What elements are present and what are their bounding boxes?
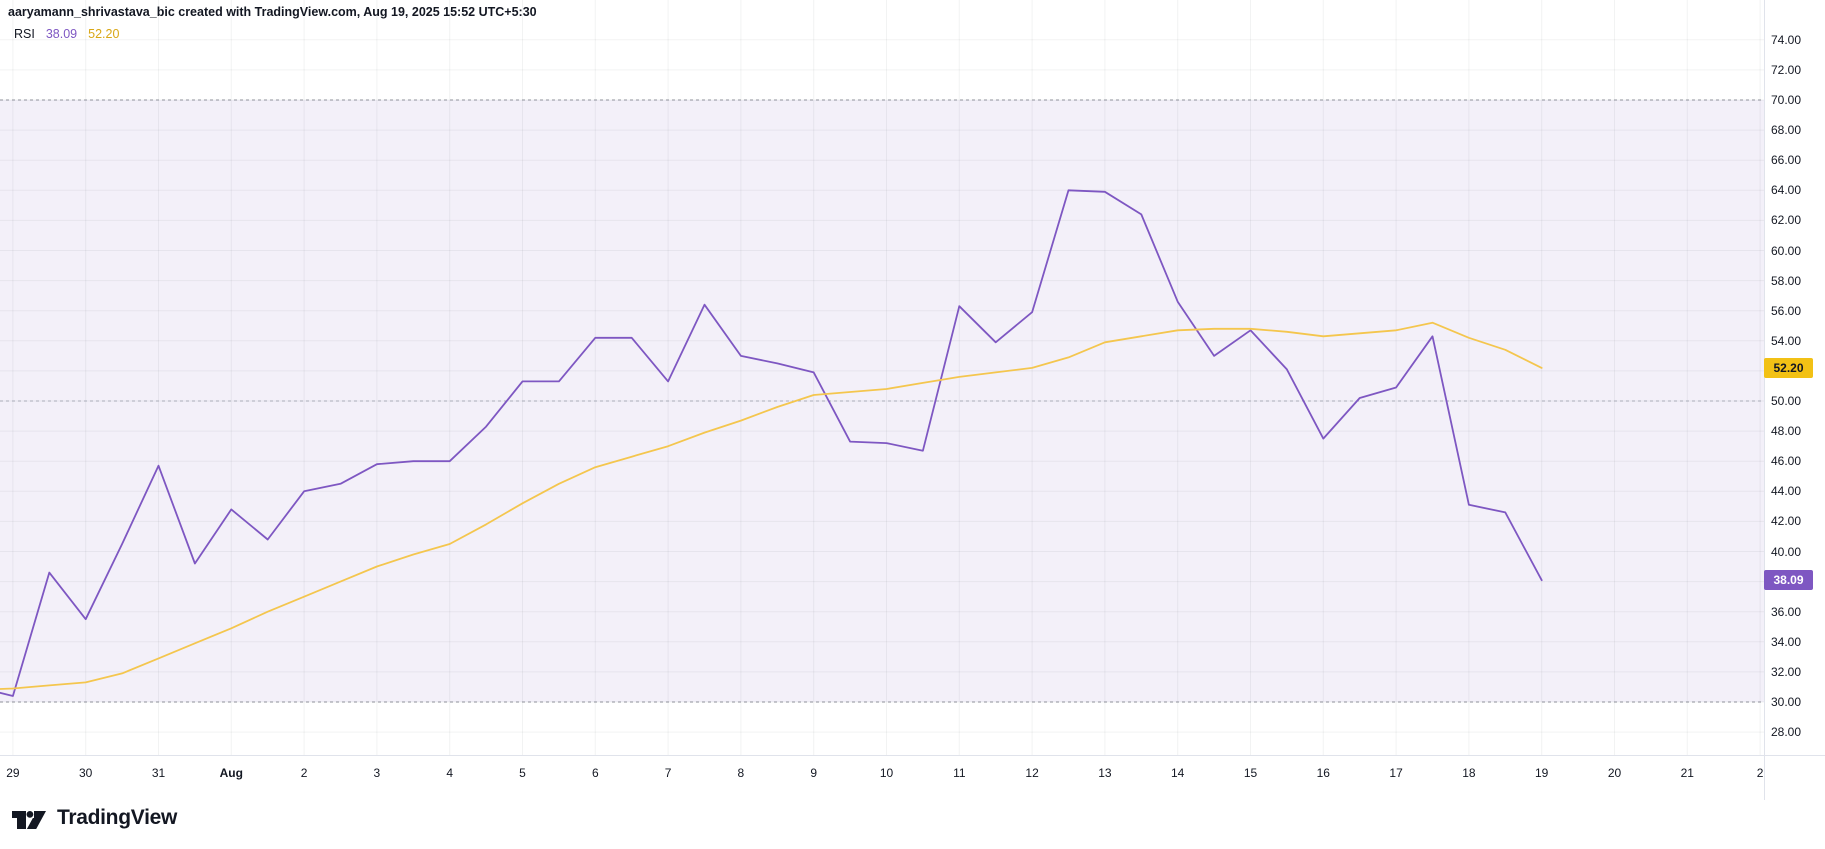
tradingview-logo-text: TradingView xyxy=(57,806,178,829)
price-axis-label: 70.00 xyxy=(1771,93,1802,107)
time-axis-label: 31 xyxy=(151,766,166,780)
time-axis-label: 20 xyxy=(1607,766,1622,780)
time-axis-label: 29 xyxy=(6,766,20,780)
series-line-rsi-based-ma xyxy=(0,321,1543,690)
price-axis-label: 28.00 xyxy=(1771,725,1802,740)
price-axis-label: 54.00 xyxy=(1771,333,1802,348)
indicator-name-label: RSI xyxy=(14,27,35,41)
rsi-price-badge: 38.09 xyxy=(1764,570,1813,591)
price-axis-label: 58.00 xyxy=(1771,273,1802,288)
price-axis[interactable]: 74.00 72.00 70.00 68.00 66.00 64.00 62.00 60.00… xyxy=(1764,0,1825,755)
price-axis-label: 48.00 xyxy=(1771,424,1802,439)
time-axis-label: 13 xyxy=(1098,766,1112,780)
tradingview-logo[interactable]: TradingView xyxy=(12,806,177,830)
price-axis-label: 56.00 xyxy=(1771,303,1802,318)
attribution-text: aaryamann_shrivastava_bic created with T… xyxy=(8,5,537,19)
price-axis-label: 34.00 xyxy=(1771,634,1802,649)
time-axis-label: 17 xyxy=(1389,766,1403,780)
price-axis-label: 44.00 xyxy=(1771,484,1802,499)
price-axis-label: 66.00 xyxy=(1771,153,1802,168)
legend-ma-value: 52.20 xyxy=(88,27,120,41)
indicator-legend[interactable]: RSI 38.09 52.20 xyxy=(14,27,119,41)
time-axis-label: 19 xyxy=(1535,766,1549,780)
time-axis-label: 12 xyxy=(1025,766,1039,780)
time-axis-label: Aug xyxy=(219,766,243,780)
ma-price-badge: 52.20 xyxy=(1764,357,1813,378)
time-axis-label: 11 xyxy=(953,766,966,780)
price-axis-label: 50.00 xyxy=(1771,394,1802,408)
time-axis-label: 7 xyxy=(664,766,672,780)
price-axis-label: 46.00 xyxy=(1771,454,1802,469)
price-axis-label: 40.00 xyxy=(1771,544,1802,559)
time-axis-label: 10 xyxy=(879,766,894,780)
time-axis-label: 2 xyxy=(300,766,308,780)
time-axis-label: 14 xyxy=(1171,766,1185,780)
price-axis-label: 62.00 xyxy=(1771,213,1802,228)
legend-rsi-value: 38.09 xyxy=(45,27,78,41)
time-axis-label: 21 xyxy=(1680,766,1694,780)
time-axis-label: 30 xyxy=(79,766,93,780)
price-axis-label: 68.00 xyxy=(1771,123,1802,138)
time-axis-label: 3 xyxy=(373,766,381,780)
time-axis[interactable]: 29 30 31 Aug 2 3 4 5 6 7 8 9 10 11 12 13 14 15 16 17 18 19 20 2… xyxy=(0,758,1825,792)
time-axis-label: 4 xyxy=(446,766,454,780)
time-axis-label: 18 xyxy=(1462,766,1476,780)
time-axis-label: 15 xyxy=(1243,766,1258,780)
price-axis-label: 74.00 xyxy=(1771,32,1802,47)
time-axis-label: 5 xyxy=(519,766,526,780)
price-axis-label: 64.00 xyxy=(1771,183,1802,198)
rsi-chart-canvas[interactable] xyxy=(0,0,1825,800)
price-axis-label: 42.00 xyxy=(1771,514,1802,529)
price-axis-label: 60.00 xyxy=(1771,243,1802,258)
price-axis-label: 36.00 xyxy=(1771,604,1802,619)
time-axis-label: 6 xyxy=(591,766,599,780)
time-axis-label: 9 xyxy=(810,766,818,780)
price-axis-label: 72.00 xyxy=(1771,62,1802,77)
time-axis-label: 2 xyxy=(1756,766,1764,780)
time-axis-label: 8 xyxy=(737,766,745,780)
series-line-rsi xyxy=(0,189,1543,697)
time-axis-label: 16 xyxy=(1316,766,1330,780)
price-axis-label: 30.00 xyxy=(1771,695,1802,709)
tradingview-logo-icon xyxy=(12,810,46,829)
price-axis-label: 32.00 xyxy=(1771,664,1802,679)
